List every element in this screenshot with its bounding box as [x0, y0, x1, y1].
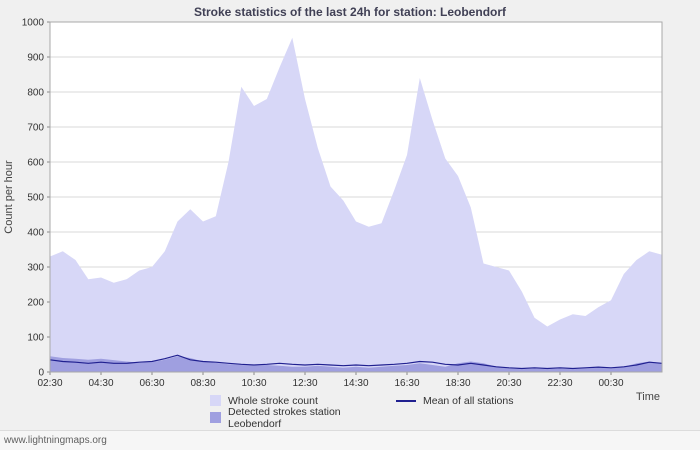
detected-strokes-swatch	[210, 412, 221, 423]
x-tick-label: 16:30	[394, 378, 419, 389]
legend-column-line: Mean of all stations	[396, 394, 576, 424]
x-tick-label: 06:30	[139, 378, 164, 389]
detected-strokes-label: Detected strokes station Leobendorf	[228, 405, 341, 430]
x-tick-label: 04:30	[88, 378, 113, 389]
x-tick-label: 02:30	[37, 378, 62, 389]
mean-line-swatch	[396, 399, 416, 402]
series-line-2	[49, 354, 663, 370]
y-tick-label: 400	[27, 228, 44, 239]
whole-stroke-count-label: Whole stroke count	[228, 394, 318, 407]
x-tick-label: 10:30	[241, 378, 266, 389]
y-tick-label: 300	[27, 263, 44, 274]
y-tick-label: 700	[27, 123, 44, 134]
x-tick-label: 12:30	[292, 378, 317, 389]
legend-item-mean: Mean of all stations	[396, 394, 576, 407]
x-tick-label: 18:30	[445, 378, 470, 389]
y-tick-label: 200	[27, 298, 44, 309]
watermark-link[interactable]: www.lightningmaps.org	[4, 435, 107, 446]
stroke-chart: 0 100 200 300 400 500 600 700 800 900 1000 02:30 04:…	[3, 18, 663, 403]
y-tick-label: 100	[27, 333, 44, 344]
legend-column-areas: Whole stroke count Detected strokes stat…	[210, 394, 390, 430]
legend: Whole stroke count Detected strokes stat…	[210, 394, 576, 430]
whole-stroke-count-swatch	[210, 395, 221, 406]
plot-border	[49, 21, 663, 373]
x-tick-label: 14:30	[343, 378, 368, 389]
chart-title: Stroke statistics of the last 24h for st…	[193, 5, 507, 19]
footer-bar: www.lightningmaps.org	[0, 430, 700, 450]
x-tick-label: 20:30	[496, 378, 521, 389]
y-tick-label: 600	[27, 158, 44, 169]
series-area-0	[50, 37, 662, 373]
legend-item-detected-strokes: Detected strokes station Leobendorf	[210, 406, 390, 430]
y-tick-label: 0	[38, 368, 44, 379]
y-axis-label: Count per hour	[3, 160, 15, 234]
y-tick-label: 900	[27, 53, 44, 64]
x-tick-label: 08:30	[190, 378, 215, 389]
y-tick-label: 500	[27, 193, 44, 204]
x-axis-label: Time	[636, 391, 660, 403]
x-tick-label: 00:30	[598, 378, 623, 389]
series-area-1	[50, 356, 662, 372]
y-tick-label: 800	[27, 88, 44, 99]
mean-label: Mean of all stations	[423, 394, 514, 407]
x-tick-label: 22:30	[547, 378, 572, 389]
legend-item-whole-stroke-count: Whole stroke count	[210, 394, 390, 407]
y-tick-label: 1000	[22, 18, 45, 29]
